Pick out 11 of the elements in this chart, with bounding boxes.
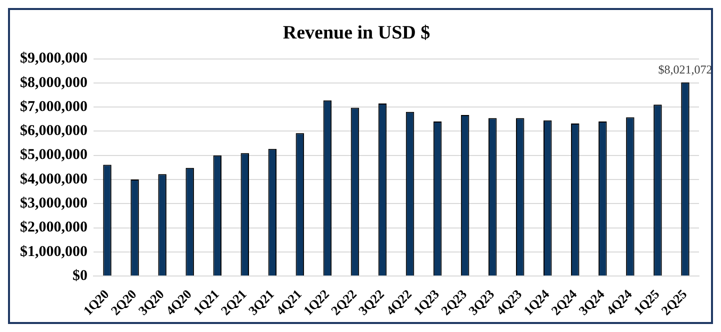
y-tick-label: $9,000,000: [20, 50, 88, 67]
y-tick-label: $3,000,000: [20, 195, 88, 212]
y-tick-label: $4,000,000: [20, 171, 88, 188]
chart-title: Revenue in USD $: [282, 22, 430, 44]
y-tick-label: $6,000,000: [20, 123, 88, 140]
y-tick-label: $1,000,000: [20, 244, 88, 260]
y-tick-label: $5,000,000: [20, 147, 88, 164]
y-tick-label: $7,000,000: [20, 98, 88, 115]
y-tick-label: $0: [72, 268, 88, 284]
y-tick-label: $8,000,000: [20, 74, 88, 91]
y-tick-label: $2,000,000: [20, 220, 88, 236]
